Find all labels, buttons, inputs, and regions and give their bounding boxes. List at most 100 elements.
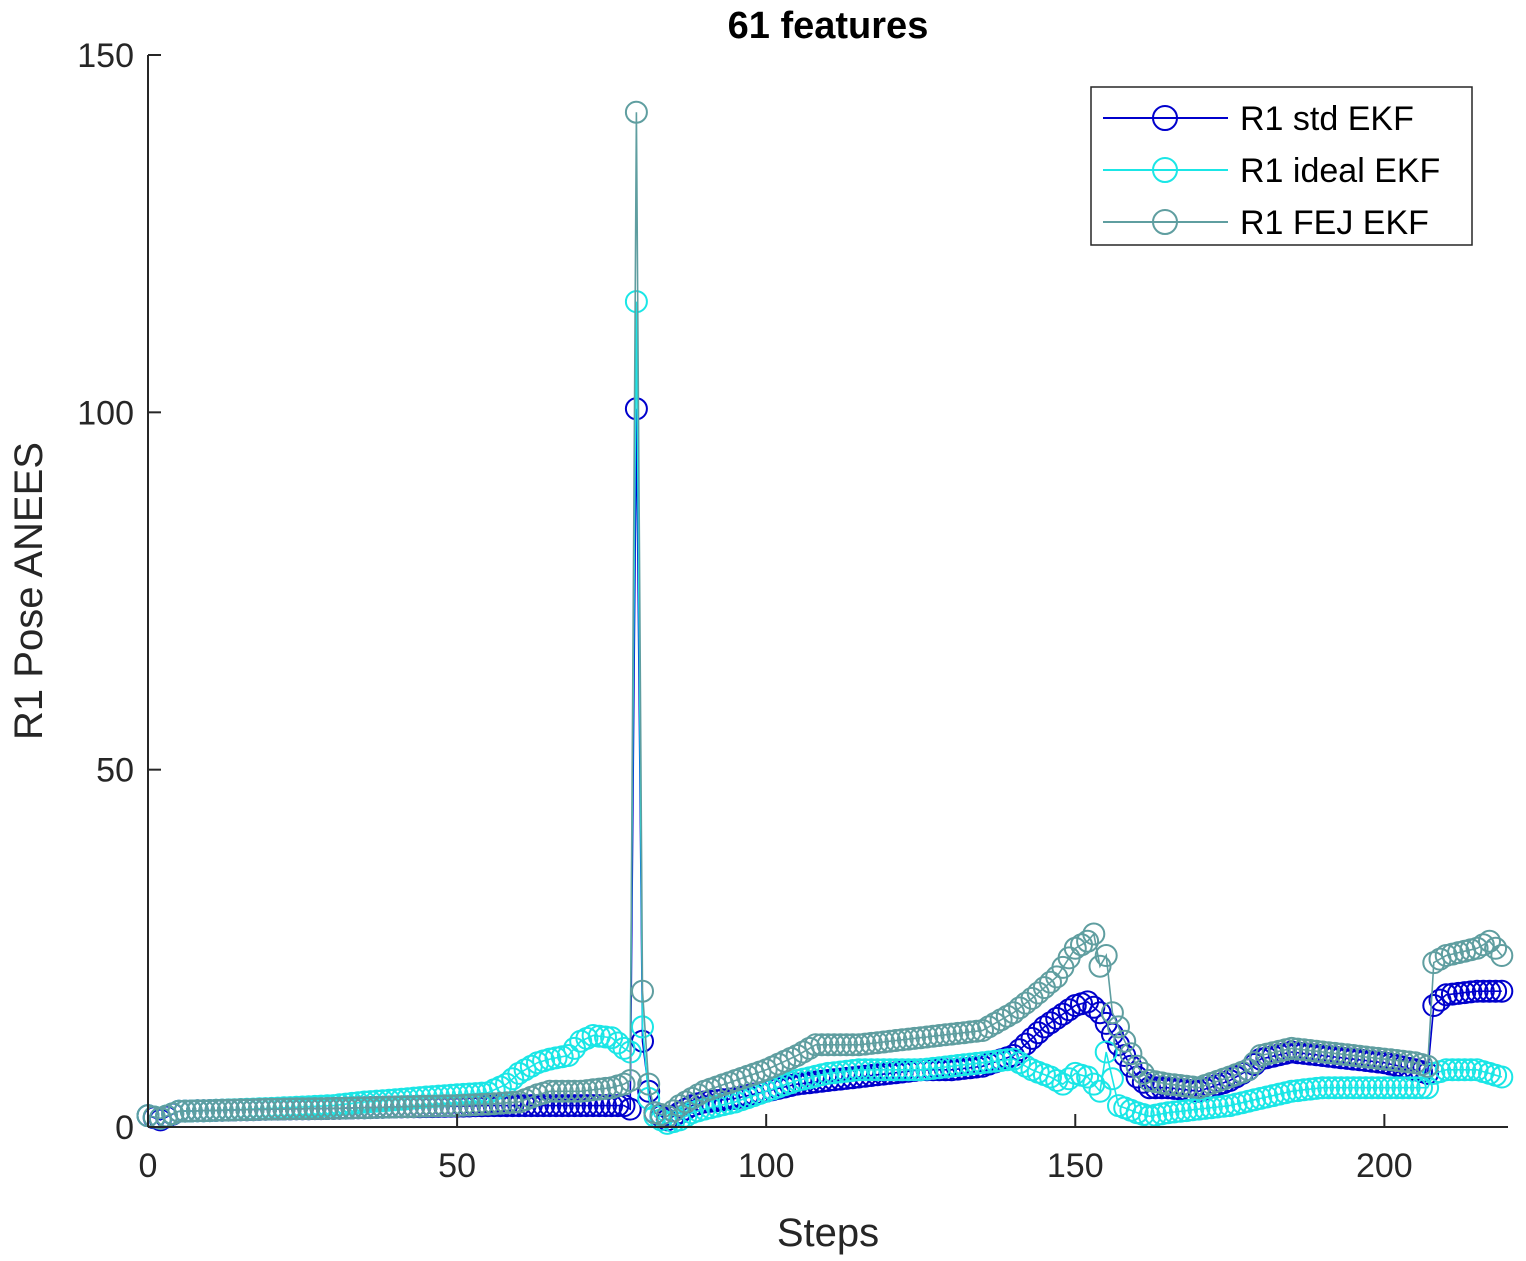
data-point — [1360, 1046, 1384, 1070]
data-point — [1175, 1099, 1198, 1123]
data-point — [383, 1095, 407, 1119]
data-point — [1094, 944, 1118, 967]
data-point — [563, 1079, 586, 1103]
data-point — [612, 1036, 636, 1060]
data-point — [1447, 1058, 1470, 1082]
data-point — [946, 1021, 970, 1045]
data-point — [853, 1058, 877, 1082]
data-point — [1051, 1002, 1075, 1026]
data-point — [1107, 1015, 1130, 1039]
data-point — [458, 1093, 481, 1117]
data-point — [581, 1024, 605, 1047]
x-tick-label: 100 — [738, 1147, 795, 1185]
data-point — [952, 1021, 976, 1045]
data-point — [278, 1097, 302, 1121]
data-point — [1119, 1042, 1143, 1066]
data-point — [1478, 979, 1501, 1003]
y-tick-label: 50 — [96, 752, 134, 790]
data-point — [1335, 1043, 1359, 1067]
data-point — [1082, 922, 1106, 946]
data-point — [451, 1093, 475, 1117]
data-point — [1440, 982, 1464, 1006]
data-point — [798, 1071, 821, 1095]
data-point — [921, 1056, 945, 1080]
data-point — [866, 1058, 889, 1082]
legend-marker — [1152, 157, 1178, 183]
data-point — [587, 1077, 611, 1101]
data-point — [1348, 1044, 1372, 1068]
data-point — [309, 1097, 333, 1121]
data-point — [1471, 979, 1495, 1003]
data-point — [396, 1095, 420, 1119]
data-point — [1020, 1026, 1044, 1050]
data-point — [977, 1050, 1001, 1074]
data-point — [1447, 981, 1470, 1005]
data-point — [816, 1033, 840, 1057]
data-point — [847, 1033, 871, 1057]
data-point — [538, 1079, 562, 1103]
data-point — [903, 1058, 926, 1082]
data-point — [1008, 1051, 1032, 1075]
data-point — [1490, 1065, 1514, 1089]
data-point — [798, 1036, 821, 1060]
data-point — [1434, 1058, 1458, 1082]
x-axis-title: Steps — [777, 1211, 879, 1255]
data-point — [971, 1019, 994, 1042]
data-point — [1403, 1076, 1427, 1100]
data-point — [204, 1098, 228, 1122]
data-point — [1385, 1049, 1409, 1072]
data-point — [1484, 936, 1508, 960]
data-point — [359, 1096, 382, 1120]
data-point — [1193, 1096, 1217, 1120]
data-point — [822, 1068, 846, 1092]
data-point — [674, 1090, 698, 1114]
data-point — [934, 1055, 957, 1079]
data-point — [940, 1054, 964, 1078]
data-point — [896, 1058, 920, 1082]
data-point — [210, 1098, 234, 1122]
data-point — [1391, 1049, 1415, 1073]
data-point — [192, 1099, 216, 1123]
data-point — [476, 1092, 500, 1116]
data-point — [507, 1061, 531, 1085]
y-tick-label: 0 — [115, 1109, 134, 1147]
data-point — [810, 1033, 834, 1057]
data-point — [328, 1096, 352, 1120]
data-point — [804, 1070, 828, 1094]
data-point — [921, 1024, 945, 1048]
data-point — [581, 1094, 605, 1118]
data-point — [408, 1094, 432, 1118]
data-point — [464, 1093, 488, 1117]
data-point — [1484, 979, 1508, 1003]
data-point — [1317, 1041, 1341, 1065]
data-point — [334, 1096, 358, 1120]
data-point — [1286, 1037, 1310, 1061]
data-point — [1100, 1067, 1124, 1091]
data-point — [785, 1044, 809, 1067]
data-point — [810, 1069, 834, 1093]
data-point — [983, 1049, 1007, 1073]
data-point — [1360, 1076, 1384, 1100]
legend-label: R1 std EKF — [1240, 100, 1414, 138]
data-point — [569, 1079, 593, 1103]
data-point — [569, 1094, 593, 1118]
y-tick-label: 150 — [77, 37, 134, 75]
y-tick-label: 100 — [77, 394, 134, 432]
data-point — [1144, 1076, 1168, 1100]
data-point — [420, 1094, 444, 1118]
legend-marker — [1152, 105, 1178, 131]
data-point — [1298, 1077, 1322, 1101]
data-point — [1150, 1076, 1174, 1100]
data-point — [859, 1058, 883, 1082]
data-point — [1459, 1058, 1483, 1082]
data-point — [835, 1059, 858, 1083]
data-point — [1162, 1100, 1186, 1124]
data-point — [1298, 1039, 1322, 1062]
data-point — [254, 1097, 277, 1121]
data-point — [1335, 1076, 1359, 1100]
data-point — [1138, 1076, 1161, 1100]
data-point — [291, 1097, 314, 1121]
data-point — [631, 1015, 654, 1039]
data-point — [890, 1058, 914, 1082]
